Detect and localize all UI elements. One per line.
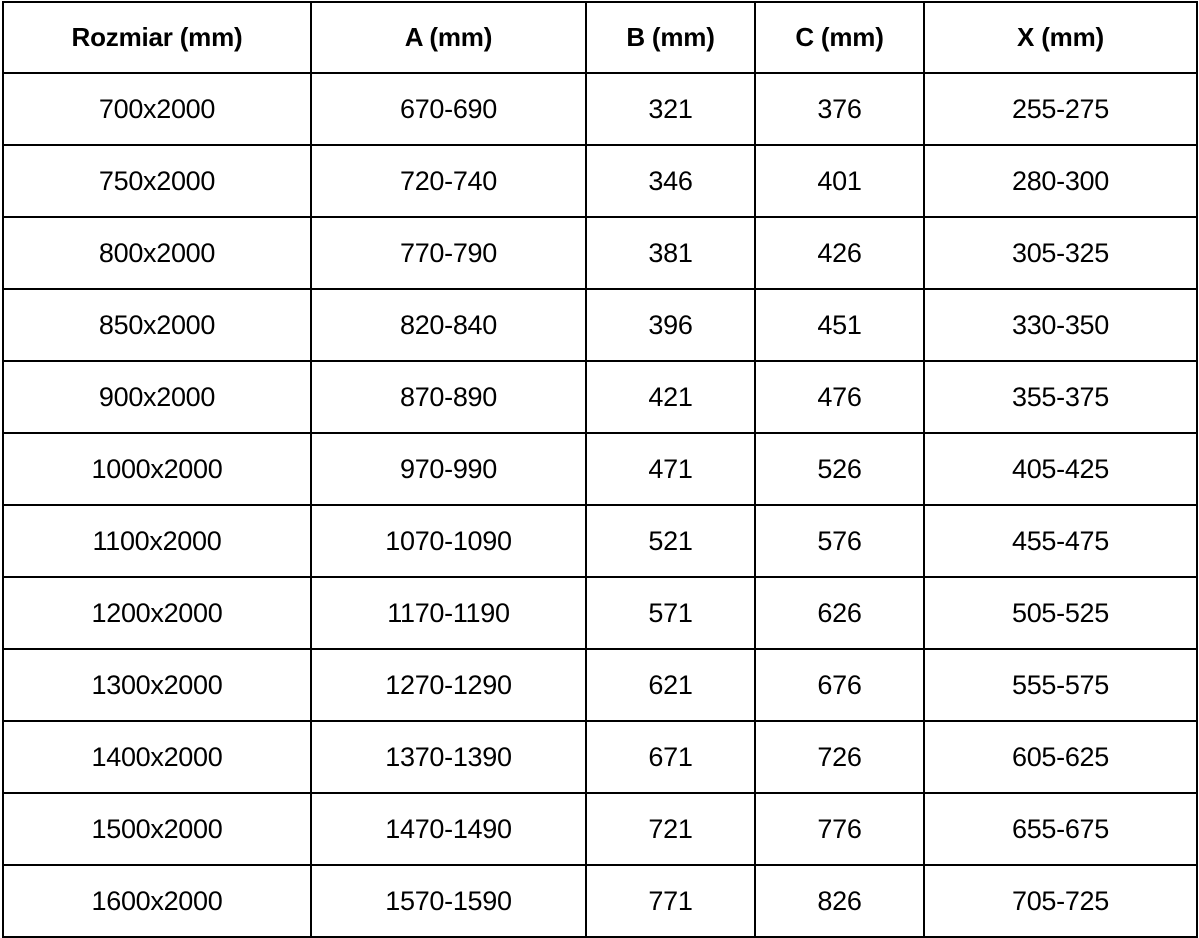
cell-a: 1170-1190 (310, 576, 587, 650)
cell-size: 900x2000 (2, 360, 312, 434)
table-row: 1600x2000 1570-1590 771 826 705-725 (2, 864, 1198, 938)
table-row: 850x2000 820-840 396 451 330-350 (2, 288, 1198, 362)
cell-c: 726 (754, 720, 925, 794)
cell-x: 280-300 (923, 144, 1198, 218)
cell-size: 700x2000 (2, 72, 312, 146)
cell-a: 1370-1390 (310, 720, 587, 794)
cell-x: 255-275 (923, 72, 1198, 146)
table-row: 1200x2000 1170-1190 571 626 505-525 (2, 576, 1198, 650)
cell-size: 800x2000 (2, 216, 312, 290)
table-row: 1400x2000 1370-1390 671 726 605-625 (2, 720, 1198, 794)
table-row: 800x2000 770-790 381 426 305-325 (2, 216, 1198, 290)
cell-x: 455-475 (923, 504, 1198, 578)
cell-c: 776 (754, 792, 925, 866)
table-row: 1000x2000 970-990 471 526 405-425 (2, 432, 1198, 506)
column-header-x: X (mm) (923, 1, 1198, 74)
cell-a: 870-890 (310, 360, 587, 434)
cell-b: 381 (585, 216, 756, 290)
cell-c: 376 (754, 72, 925, 146)
column-header-b: B (mm) (585, 1, 756, 74)
table-row: 750x2000 720-740 346 401 280-300 (2, 144, 1198, 218)
cell-x: 705-725 (923, 864, 1198, 938)
column-header-a: A (mm) (310, 1, 587, 74)
cell-b: 421 (585, 360, 756, 434)
cell-size: 1300x2000 (2, 648, 312, 722)
cell-c: 676 (754, 648, 925, 722)
cell-x: 330-350 (923, 288, 1198, 362)
cell-a: 1070-1090 (310, 504, 587, 578)
table-body: 700x2000 670-690 321 376 255-275 750x2000 720-… (2, 72, 1198, 938)
column-header-size: Rozmiar (mm) (2, 1, 312, 74)
cell-a: 1470-1490 (310, 792, 587, 866)
cell-size: 1500x2000 (2, 792, 312, 866)
cell-b: 321 (585, 72, 756, 146)
table-row: 700x2000 670-690 321 376 255-275 (2, 72, 1198, 146)
cell-x: 355-375 (923, 360, 1198, 434)
cell-b: 621 (585, 648, 756, 722)
cell-x: 305-325 (923, 216, 1198, 290)
table-row: 1100x2000 1070-1090 521 576 455-475 (2, 504, 1198, 578)
cell-b: 521 (585, 504, 756, 578)
cell-a: 820-840 (310, 288, 587, 362)
cell-c: 476 (754, 360, 925, 434)
cell-a: 970-990 (310, 432, 587, 506)
cell-x: 505-525 (923, 576, 1198, 650)
cell-x: 405-425 (923, 432, 1198, 506)
cell-c: 826 (754, 864, 925, 938)
cell-c: 526 (754, 432, 925, 506)
table-header-row: Rozmiar (mm) A (mm) B (mm) C (mm) X (mm) (2, 1, 1198, 74)
cell-c: 626 (754, 576, 925, 650)
cell-x: 605-625 (923, 720, 1198, 794)
cell-a: 670-690 (310, 72, 587, 146)
cell-x: 655-675 (923, 792, 1198, 866)
table-header: Rozmiar (mm) A (mm) B (mm) C (mm) X (mm) (2, 1, 1198, 74)
cell-size: 1400x2000 (2, 720, 312, 794)
cell-c: 426 (754, 216, 925, 290)
cell-c: 576 (754, 504, 925, 578)
table-row: 1300x2000 1270-1290 621 676 555-575 (2, 648, 1198, 722)
cell-size: 1100x2000 (2, 504, 312, 578)
cell-c: 451 (754, 288, 925, 362)
cell-size: 1200x2000 (2, 576, 312, 650)
cell-size: 1600x2000 (2, 864, 312, 938)
cell-c: 401 (754, 144, 925, 218)
cell-size: 1000x2000 (2, 432, 312, 506)
column-header-c: C (mm) (754, 1, 925, 74)
cell-a: 770-790 (310, 216, 587, 290)
cell-b: 571 (585, 576, 756, 650)
cell-size: 750x2000 (2, 144, 312, 218)
cell-b: 396 (585, 288, 756, 362)
table-row: 1500x2000 1470-1490 721 776 655-675 (2, 792, 1198, 866)
cell-b: 346 (585, 144, 756, 218)
table-row: 900x2000 870-890 421 476 355-375 (2, 360, 1198, 434)
cell-size: 850x2000 (2, 288, 312, 362)
cell-b: 771 (585, 864, 756, 938)
cell-a: 720-740 (310, 144, 587, 218)
cell-x: 555-575 (923, 648, 1198, 722)
cell-b: 671 (585, 720, 756, 794)
cell-b: 471 (585, 432, 756, 506)
cell-a: 1570-1590 (310, 864, 587, 938)
cell-b: 721 (585, 792, 756, 866)
cell-a: 1270-1290 (310, 648, 587, 722)
